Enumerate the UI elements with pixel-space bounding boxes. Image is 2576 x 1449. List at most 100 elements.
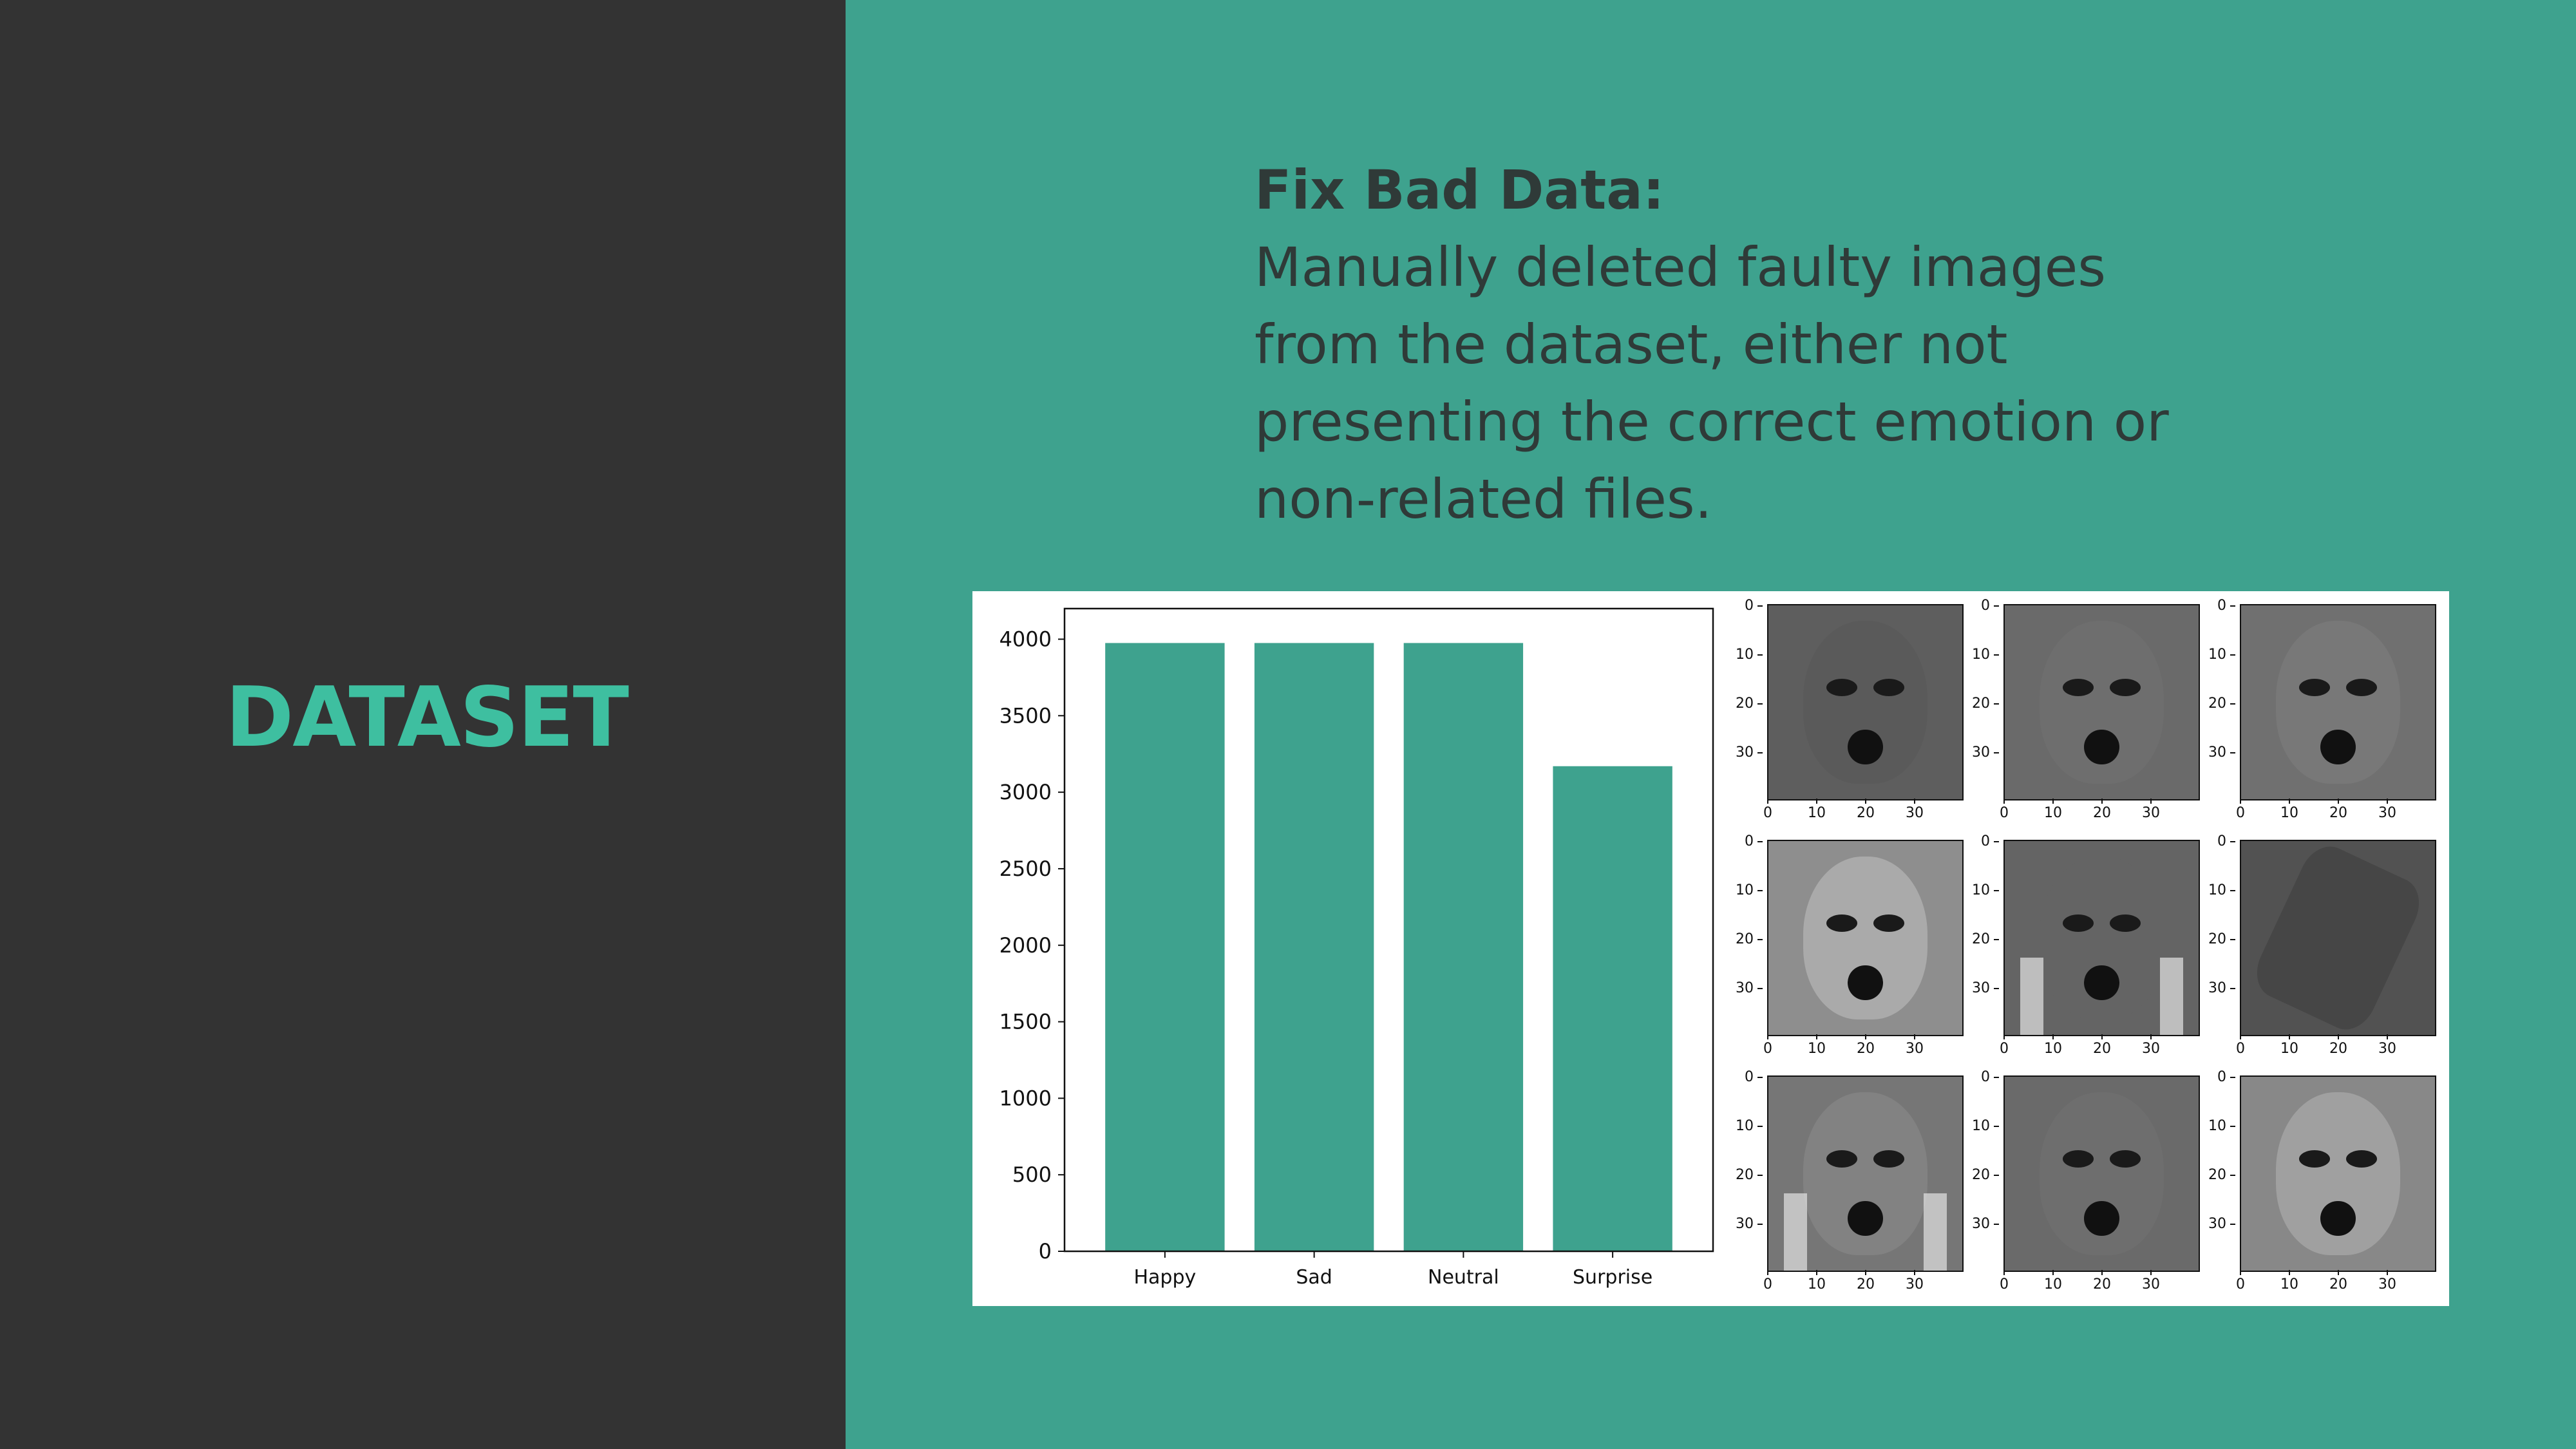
y-tick-label: 30 xyxy=(2208,980,2235,996)
x-tick-label: 10 xyxy=(2277,1270,2302,1293)
x-tick-label: 20 xyxy=(2089,1270,2115,1293)
y-tick-label: 10 xyxy=(1972,882,1999,898)
y-tick-label: 0 xyxy=(1971,833,1999,849)
x-tick-label: 30 xyxy=(2374,1034,2400,1057)
x-tick-label: Happy xyxy=(1133,1266,1196,1289)
y-tick-label: 20 xyxy=(1972,696,1999,712)
y-tick-label: 10 xyxy=(2208,882,2235,898)
x-tick-label: 30 xyxy=(2374,799,2400,821)
x-tick-label: 20 xyxy=(1853,1270,1879,1293)
text-body-line-1: Manually deleted faulty images xyxy=(1255,236,2107,299)
y-tick-label: 10 xyxy=(1736,882,1763,898)
x-tick-label: 10 xyxy=(1804,1270,1830,1293)
y-tick-label: 30 xyxy=(1736,1216,1763,1232)
y-tick-label: 3000 xyxy=(999,780,1052,804)
y-tick-label: 30 xyxy=(2208,744,2235,761)
x-tick-label: 10 xyxy=(2277,1034,2302,1057)
face-man-wide-eyes-icon xyxy=(2240,604,2436,800)
face-cell: 0 0 10 10 20 20 30 30 xyxy=(2202,591,2438,826)
text-block: Fix Bad Data: Manually deleted faulty im… xyxy=(1255,151,2259,538)
face-cell: 0 0 10 10 20 20 30 30 xyxy=(2202,827,2438,1062)
x-tick-label: 20 xyxy=(2325,799,2351,821)
text-body-line-2: from the dataset, either not xyxy=(1255,313,2008,376)
y-tick-label: 10 xyxy=(2208,1118,2235,1134)
y-tick-label: 2500 xyxy=(999,857,1052,881)
y-tick-label: 0 xyxy=(2207,598,2235,614)
y-tick-label: 3500 xyxy=(999,703,1052,728)
x-tick-label: 20 xyxy=(1853,799,1879,821)
y-tick-label: 20 xyxy=(1972,1167,1999,1183)
face-cell: 0 0 10 10 20 20 30 30 xyxy=(1965,591,2202,826)
x-tick-label: 10 xyxy=(1804,1034,1830,1057)
y-tick-label: 10 xyxy=(1736,1118,1763,1134)
x-tick-label: Neutral xyxy=(1428,1266,1499,1289)
section-title: DATASET xyxy=(225,670,629,766)
x-tick-label: 30 xyxy=(2374,1270,2400,1293)
y-tick-label: 20 xyxy=(1736,1167,1763,1183)
y-tick-label: 0 xyxy=(1039,1239,1052,1264)
x-tick-label: 20 xyxy=(1853,1034,1879,1057)
bar-chart: Happy Sad Neutral Surprise 0 500 1000 1500 2000 2… xyxy=(999,607,1714,1289)
x-tick-label: 0 xyxy=(1991,799,2017,821)
face-man-hands-cheeks-icon xyxy=(2003,840,2200,1036)
y-tick-label: 1500 xyxy=(999,1010,1052,1034)
x-tick-label: 10 xyxy=(2040,799,2066,821)
x-tick-label: 30 xyxy=(2138,799,2164,821)
face-old-man-icon xyxy=(2003,1075,2200,1272)
x-tick-label: 30 xyxy=(1902,1034,1927,1057)
face-image-grid: 0 0 10 10 20 20 30 30 0 0 10 10 20 20 30 30 0 0 10 10 20 20 30… xyxy=(1729,591,2449,1306)
x-tick-label: 0 xyxy=(1991,1034,2017,1057)
x-tick-label: 0 xyxy=(2228,1270,2253,1293)
y-tick-label: 1000 xyxy=(999,1086,1052,1110)
bar-sad xyxy=(1254,643,1374,1251)
y-tick-label: 30 xyxy=(1972,1216,1999,1232)
bar-happy xyxy=(1105,643,1225,1251)
x-tick-label: 20 xyxy=(2325,1034,2351,1057)
x-tick-label: 0 xyxy=(2228,1034,2253,1057)
y-tick-label: 0 xyxy=(1734,1069,1763,1085)
x-tick-label: 0 xyxy=(2228,799,2253,821)
text-body-line-4: non-related files. xyxy=(1255,468,1712,531)
y-tick-label: 10 xyxy=(2208,647,2235,663)
face-cell: 0 0 10 10 20 20 30 30 xyxy=(2202,1063,2438,1298)
face-girl-surprised-icon xyxy=(1767,604,1964,800)
x-tick-label: 30 xyxy=(2138,1034,2164,1057)
y-tick-label: 10 xyxy=(1972,647,1999,663)
faulty-image-unrelated-icon xyxy=(2240,840,2436,1036)
y-tick-label: 10 xyxy=(1736,647,1763,663)
x-tick-label: Sad xyxy=(1296,1266,1332,1289)
y-tick-label: 20 xyxy=(1972,931,1999,947)
y-tick-label: 20 xyxy=(2208,696,2235,712)
face-cell: 0 0 10 10 20 20 30 30 xyxy=(1965,1063,2202,1298)
y-tick-label: 20 xyxy=(1736,931,1763,947)
bar-surprise xyxy=(1553,766,1672,1251)
y-tick-label: 20 xyxy=(2208,1167,2235,1183)
y-tick-label: 0 xyxy=(2207,833,2235,849)
face-woman-smiling-icon xyxy=(1767,840,1964,1036)
x-tick-label: Surprise xyxy=(1573,1266,1653,1289)
y-tick-label: 0 xyxy=(1734,833,1763,849)
x-tick-label: 10 xyxy=(2040,1034,2066,1057)
face-cell: 0 0 10 10 20 20 30 30 xyxy=(1965,827,2202,1062)
x-tick-label: 20 xyxy=(2325,1270,2351,1293)
face-cell: 0 0 10 10 20 20 30 30 xyxy=(1729,827,1965,1062)
x-tick-label: 0 xyxy=(1755,1034,1781,1057)
y-tick-label: 500 xyxy=(1012,1162,1052,1187)
x-tick-label: 0 xyxy=(1755,799,1781,821)
y-tick-label: 30 xyxy=(1736,980,1763,996)
y-tick-label: 0 xyxy=(1971,598,1999,614)
x-tick-label: 0 xyxy=(1755,1270,1781,1293)
plot-frame xyxy=(1063,607,1714,1253)
x-tick-label: 10 xyxy=(2277,799,2302,821)
face-cell: 0 0 10 10 20 20 30 30 xyxy=(1729,591,1965,826)
x-tick-label: 30 xyxy=(1902,1270,1927,1293)
y-tick-label: 10 xyxy=(1972,1118,1999,1134)
face-woman-laughing-icon xyxy=(2240,1075,2436,1272)
x-tick-label: 20 xyxy=(2089,1034,2115,1057)
y-tick-label: 0 xyxy=(1734,598,1763,614)
y-tick-label: 30 xyxy=(1972,744,1999,761)
face-cell: 0 0 10 10 20 20 30 30 xyxy=(1729,1063,1965,1298)
figure-panel: Happy Sad Neutral Surprise 0 500 1000 1500 2000 2… xyxy=(972,591,2449,1306)
y-tick-label: 30 xyxy=(1972,980,1999,996)
bar-neutral xyxy=(1403,643,1524,1251)
